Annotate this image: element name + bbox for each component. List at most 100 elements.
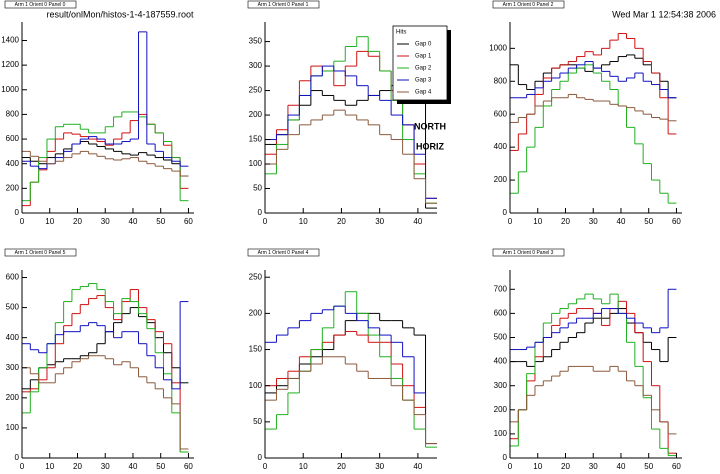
y-tick-label: 0 (15, 453, 20, 462)
y-tick-label: 100 (6, 423, 20, 432)
x-tick-label: 10 (45, 462, 54, 471)
annotation: HORIZ (416, 141, 445, 151)
y-tick-label: 200 (249, 308, 263, 317)
pad-title: Arm 1 Orient 0 Panel 1 (258, 2, 309, 8)
y-tick-label: 100 (249, 381, 263, 390)
y-tick-label: 0 (503, 453, 508, 462)
y-tick-label: 400 (6, 159, 20, 168)
legend-label: Gap 2 (415, 66, 432, 72)
timestamp: Wed Mar 1 12:54:38 2006 (612, 9, 716, 19)
legend-label: Gap 3 (415, 78, 432, 84)
x-tick-label: 20 (73, 217, 82, 226)
y-tick-label: 0 (258, 453, 263, 462)
x-tick-label: 30 (589, 217, 598, 226)
y-tick-label: 250 (249, 272, 263, 281)
x-tick-label: 60 (184, 217, 193, 226)
y-tick-label: 150 (249, 135, 263, 144)
y-tick-label: 50 (253, 417, 262, 426)
legend-label: Gap 0 (415, 42, 432, 48)
x-tick-label: 60 (672, 217, 681, 226)
y-tick-label: 250 (249, 86, 263, 95)
x-tick-label: 60 (184, 462, 193, 471)
pad-title: Arm 1 Orient 0 Panel 2 (503, 2, 554, 8)
y-tick-label: 600 (6, 134, 20, 143)
y-tick-label: 0 (15, 208, 20, 217)
y-tick-label: 300 (6, 363, 20, 372)
pad-title-box (247, 0, 320, 9)
x-tick-label: 30 (101, 217, 110, 226)
x-tick-label: 20 (73, 462, 82, 471)
pad-title-box (247, 248, 320, 257)
y-tick-label: 1000 (489, 43, 507, 52)
y-tick-label: 0 (258, 208, 263, 217)
y-tick-label: 1400 (1, 36, 19, 45)
x-tick-label: 60 (672, 462, 681, 471)
y-tick-label: 200 (249, 110, 263, 119)
pad-title-box (492, 0, 565, 9)
x-tick-label: 20 (561, 462, 570, 471)
x-tick-label: 50 (644, 462, 653, 471)
x-tick-label: 30 (101, 462, 110, 471)
y-tick-label: 400 (494, 142, 508, 151)
y-tick-label: 400 (494, 357, 508, 366)
x-tick-label: 40 (617, 462, 626, 471)
y-tick-label: 200 (494, 175, 508, 184)
x-tick-label: 10 (299, 217, 308, 226)
y-tick-label: 500 (494, 333, 508, 342)
pad-title: Arm 1 Orient 0 Panel 0 (15, 2, 66, 8)
x-tick-label: 40 (129, 217, 138, 226)
y-tick-label: 1000 (1, 85, 19, 94)
x-tick-label: 30 (589, 462, 598, 471)
y-tick-label: 500 (6, 303, 20, 312)
y-tick-label: 700 (494, 284, 508, 293)
x-tick-label: 40 (413, 217, 422, 226)
legend-box (392, 25, 448, 101)
y-tick-label: 100 (494, 429, 508, 438)
y-tick-label: 1200 (1, 60, 19, 69)
legend-label: Gap 4 (415, 90, 432, 96)
y-tick-label: 300 (494, 381, 508, 390)
file-name: result/onlMon/histos-1-4-187559.root (46, 9, 194, 19)
x-tick-label: 50 (156, 462, 165, 471)
x-tick-label: 40 (129, 462, 138, 471)
x-tick-label: 50 (156, 217, 165, 226)
y-tick-label: 100 (249, 159, 263, 168)
x-tick-label: 50 (644, 217, 653, 226)
x-tick-label: 0 (20, 217, 25, 226)
x-tick-label: 0 (20, 462, 25, 471)
x-tick-label: 0 (263, 462, 268, 471)
y-tick-label: 50 (253, 184, 262, 193)
pad-title-box (4, 248, 77, 257)
y-tick-label: 600 (494, 308, 508, 317)
x-tick-label: 20 (561, 217, 570, 226)
x-tick-label: 10 (299, 462, 308, 471)
x-tick-label: 10 (533, 217, 542, 226)
y-tick-label: 150 (249, 345, 263, 354)
x-tick-label: 0 (508, 217, 513, 226)
y-tick-label: 350 (249, 37, 263, 46)
x-tick-label: 30 (375, 462, 384, 471)
x-tick-label: 20 (337, 462, 346, 471)
x-tick-label: 30 (375, 217, 384, 226)
x-tick-label: 40 (617, 217, 626, 226)
annotation: NORTH (414, 121, 446, 131)
pad-title-box (492, 248, 565, 257)
x-tick-label: 0 (508, 462, 513, 471)
pad-title: Arm 1 Orient 0 Panel 3 (503, 250, 554, 256)
x-tick-label: 0 (263, 217, 268, 226)
pad-title-box (4, 0, 77, 9)
pad-title: Arm 1 Orient 0 Panel 4 (258, 250, 309, 256)
y-tick-label: 200 (494, 405, 508, 414)
y-tick-label: 200 (6, 393, 20, 402)
pad-title: Arm 1 Orient 0 Panel 5 (15, 250, 66, 256)
x-tick-label: 10 (45, 217, 54, 226)
y-tick-label: 600 (494, 109, 508, 118)
y-tick-label: 0 (503, 208, 508, 217)
y-tick-label: 600 (6, 273, 20, 282)
x-tick-label: 10 (533, 462, 542, 471)
y-tick-label: 200 (6, 183, 20, 192)
legend-title: Hits (396, 30, 406, 36)
y-tick-label: 300 (249, 61, 263, 70)
